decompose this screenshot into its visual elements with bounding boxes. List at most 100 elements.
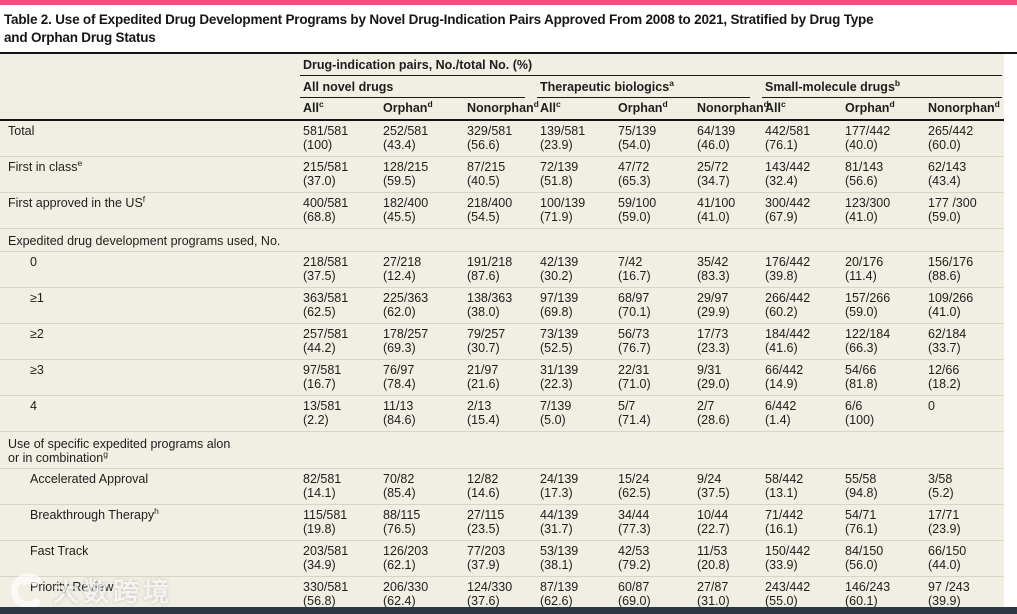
- footnote-marker: c: [318, 98, 324, 109]
- column-label: Orphan: [383, 101, 428, 115]
- data-cell: 17/73 (23.3): [694, 323, 762, 360]
- data-cell: 42/139 (30.2): [537, 251, 615, 288]
- column-header: Nonorphand: [925, 98, 1005, 121]
- data-cell: 150/442 (33.9): [762, 540, 842, 577]
- group-label: All novel drugs: [303, 80, 394, 94]
- data-cell: 215/581 (37.0): [300, 156, 380, 193]
- table-row: First approved in the USf 400/581 (68.8) 18…: [0, 192, 1005, 229]
- data-cell: 330/581 (56.8): [300, 576, 380, 612]
- data-cell: 11/13 (84.6): [380, 395, 464, 432]
- data-cell: 24/139 (17.3): [537, 468, 615, 505]
- group-header-therapeutic-biologics: Therapeutic biologicsa: [537, 76, 762, 98]
- column-header: Orphand: [615, 98, 694, 121]
- footnote-marker: c: [780, 98, 786, 109]
- data-cell: 143/442 (32.4): [762, 156, 842, 193]
- column-label: Orphan: [845, 101, 890, 115]
- data-cell: 9/24 (37.5): [694, 468, 762, 505]
- data-cell: 178/257 (69.3): [380, 323, 464, 360]
- data-cell: 442/581 (76.1): [765, 124, 811, 152]
- data-cell: 54/71 (76.1): [842, 504, 925, 541]
- data-cell: 191/218 (87.6): [464, 251, 537, 288]
- row-label: ≥3: [0, 359, 300, 396]
- data-cell: 138/363 (38.0): [464, 287, 537, 324]
- data-cell: 79/257 (30.7): [464, 323, 537, 360]
- data-cell: 177 /300 (59.0): [925, 192, 1005, 229]
- stub-header: [0, 54, 300, 76]
- data-cell: 27/115 (23.5): [464, 504, 537, 541]
- table-row: ≥2 257/581 (44.2) 178/257 (69.3) 79/257 (30.7)…: [0, 323, 1005, 360]
- data-cell: 21/97 (21.6): [464, 359, 537, 396]
- footnote-marker: f: [142, 193, 146, 204]
- group-header-all-novel-drugs: All novel drugs: [300, 76, 537, 98]
- table-row: Accelerated Approval 82/581 (14.1) 70/82 (85…: [0, 468, 1005, 505]
- data-cell: 97 /243 (39.9): [925, 576, 1005, 612]
- footnote-marker: d: [533, 98, 539, 109]
- spanner-row: Drug-indication pairs, No./total No. (%): [0, 54, 1004, 76]
- column-label: All: [303, 101, 319, 115]
- data-cell: 62/184 (33.7): [925, 323, 1005, 360]
- footnote-marker: c: [555, 98, 561, 109]
- data-cell: 20/176 (11.4): [842, 251, 925, 288]
- section-row: Use of specific expedited programs alon …: [0, 431, 1005, 469]
- data-cell: 12/66 (18.2): [925, 359, 1005, 396]
- column-header: Allc: [300, 98, 380, 121]
- footnote-marker: d: [889, 98, 895, 109]
- data-cell: 97/139 (69.8): [537, 287, 615, 324]
- data-cell: 225/363 (62.0): [380, 287, 464, 324]
- data-cell: 243/442 (55.0): [762, 576, 842, 612]
- data-cell: 54/66 (81.8): [842, 359, 925, 396]
- data-cell: 35/42 (83.3): [694, 251, 762, 288]
- data-cell: 81/143 (56.6): [842, 156, 925, 193]
- column-header: Nonorphand: [464, 98, 539, 121]
- column-header: Allc: [762, 98, 842, 121]
- data-cell: 53/139 (38.1): [537, 540, 615, 577]
- spanner-header: Drug-indication pairs, No./total No. (%): [300, 54, 1004, 76]
- data-cell: 363/581 (62.5): [300, 287, 380, 324]
- data-cell: 34/44 (77.3): [615, 504, 694, 541]
- data-cell: 58/442 (13.1): [762, 468, 842, 505]
- data-cell: 12/82 (14.6): [464, 468, 537, 505]
- column-header: Orphand: [842, 98, 925, 121]
- footnote-marker: d: [662, 98, 668, 109]
- data-cell: 128/215 (59.5): [380, 156, 464, 193]
- data-cell: 27/218 (12.4): [380, 251, 464, 288]
- data-cell: 87/215 (40.5): [464, 156, 537, 193]
- column-header: Nonorphand: [694, 98, 769, 121]
- table-row: Fast Track 203/581 (34.9) 126/203 (62.1) 77/2…: [0, 540, 1005, 577]
- data-cell: 7/139 (5.0): [537, 395, 615, 432]
- data-cell: 82/581 (14.1): [300, 468, 380, 505]
- row-label: ≥2: [0, 323, 300, 360]
- accent-bar: [0, 0, 1017, 5]
- data-cell: 29/97 (29.9): [694, 287, 762, 324]
- stub-header: [0, 98, 300, 121]
- table-row: Total 581/581 (100) 252/581 (43.4) 329/581 (56…: [0, 120, 1004, 157]
- row-label: Breakthrough Therapyh: [0, 504, 300, 541]
- row-label: Fast Track: [0, 540, 300, 577]
- footnote-marker: e: [77, 157, 83, 168]
- data-cell: 124/330 (37.6): [464, 576, 537, 612]
- data-cell: 56/73 (76.7): [615, 323, 694, 360]
- expedited-programs-table: Drug-indication pairs, No./total No. (%)…: [0, 54, 1005, 612]
- data-cell: 41/100 (41.0): [694, 192, 762, 229]
- footnote-marker: d: [427, 98, 433, 109]
- data-cell: 55/58 (94.8): [842, 468, 925, 505]
- data-cell: 10/44 (22.7): [694, 504, 762, 541]
- data-cell: 184/442 (41.6): [762, 323, 842, 360]
- data-cell: 22/31 (71.0): [615, 359, 694, 396]
- data-cell: 3/58 (5.2): [925, 468, 1005, 505]
- data-cell: 329/581 (56.6): [467, 124, 513, 152]
- column-header-row: Allc Orphand Nonorphand Allc Orphand Non…: [0, 98, 1005, 121]
- row-label: Total: [8, 124, 35, 138]
- data-cell: 177/442 (40.0): [845, 124, 891, 152]
- data-cell: 0: [925, 395, 1005, 432]
- footnote-marker: b: [894, 77, 901, 88]
- row-label: Expedited drug development programs used…: [0, 228, 1005, 252]
- table-body: Total 581/581 (100) 252/581 (43.4) 329/581 (56…: [0, 120, 1005, 612]
- column-label: Nonorphan: [928, 101, 995, 115]
- data-cell: 9/31 (29.0): [694, 359, 762, 396]
- data-cell: 2/13 (15.4): [464, 395, 537, 432]
- data-cell: 115/581 (19.8): [300, 504, 380, 541]
- column-label: Orphan: [618, 101, 663, 115]
- data-cell: 70/82 (85.4): [380, 468, 464, 505]
- footnote-marker: a: [669, 77, 674, 88]
